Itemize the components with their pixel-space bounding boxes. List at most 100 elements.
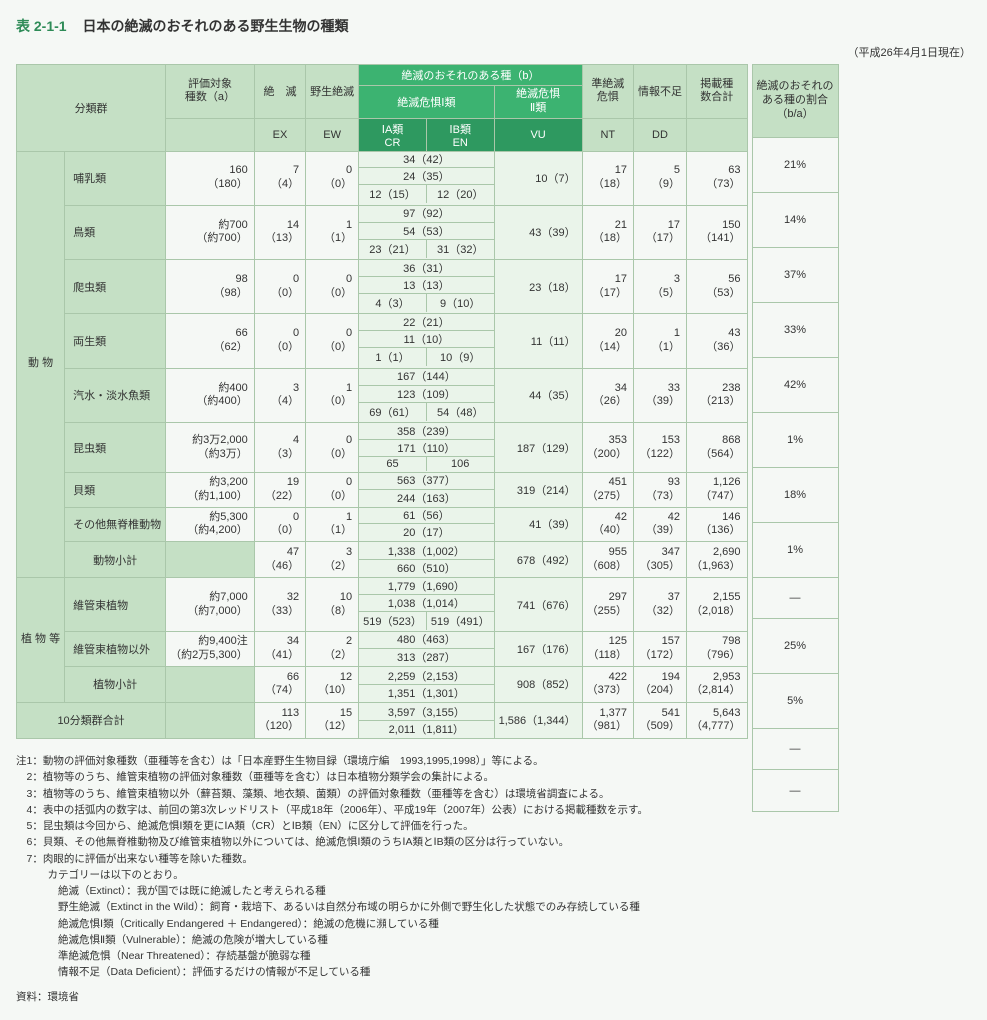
th-b-i: 絶滅危惧Ⅰ類	[359, 86, 494, 119]
th-ratio: 絶滅のおそれのある種の割合（b/a）	[752, 65, 838, 138]
ratio-cell: 5%	[752, 673, 838, 728]
th-dd: 情報不足	[634, 65, 687, 119]
ratio-cell: —	[752, 770, 838, 812]
en-val: 519（491）	[427, 611, 494, 630]
note-line: 絶滅危惧Ⅰ類（Critically Endangered ＋ Endangere…	[16, 916, 971, 932]
ex: 19 （22）	[254, 473, 305, 507]
th-cr-code: CR	[385, 137, 401, 149]
i-total: 11（10）	[359, 330, 493, 347]
row-name: 哺乳類	[65, 151, 166, 205]
table-row: 両生類66 （62）0 （0）0 （0）22（21）11（10）1（1）10（9…	[17, 314, 748, 368]
table-row: 動 物哺乳類160 （180）7 （4）0 （0）34（42）24（35）12（…	[17, 151, 748, 205]
note-line: 7：肉眼的に評価が出来ない種等を除いた種数。	[16, 851, 971, 867]
ex: 47 （46）	[254, 542, 305, 578]
nt: 17 （17）	[582, 260, 633, 314]
listed: 56 （53）	[687, 260, 748, 314]
en-val: 12（20）	[427, 184, 494, 203]
dd: 17 （17）	[634, 205, 687, 259]
note-line: 情報不足（Data Deficient）：評価するだけの情報が不足している種	[16, 964, 971, 980]
table-row: 維管束植物以外約9,400注 （約2万5,300）34 （41）2 （2）480…	[17, 632, 748, 666]
ratio-cell: —	[752, 577, 838, 618]
side-animals: 動 物	[17, 151, 65, 578]
note-line: 野生絶滅（Extinct in the Wild）：飼育・栽培下、あるいは自然分…	[16, 899, 971, 915]
b-total: 97（92）	[359, 207, 493, 221]
dd: 153 （122）	[634, 423, 687, 473]
en-val: 10（9）	[427, 347, 494, 366]
nt: 1,377 （981）	[582, 702, 633, 738]
th-ex: 絶 滅	[254, 65, 305, 119]
dd: 157 （172）	[634, 632, 687, 666]
en-val: 9（10）	[427, 293, 494, 312]
nt: 422 （373）	[582, 666, 633, 702]
ex: 0 （0）	[254, 260, 305, 314]
table-title-text: 日本の絶滅のおそれのある野生生物の種類	[82, 18, 348, 34]
listed: 43 （36）	[687, 314, 748, 368]
plant-subtotal-row: 植物小計 66 （74）12 （10） 2,259（2,153）1,351（1,…	[17, 666, 748, 702]
nt: 20 （14）	[582, 314, 633, 368]
th-nt-code: NT	[582, 118, 633, 151]
ex: 32 （33）	[254, 578, 305, 632]
en-val: 106	[427, 456, 494, 471]
vu-val: 319（214）	[494, 473, 582, 507]
ew: 0 （0）	[306, 260, 359, 314]
eval-a: 160 （180）	[166, 151, 255, 205]
i-total: 1,038（1,014）	[359, 594, 493, 611]
cr-val: 1（1）	[359, 347, 427, 366]
table-row: その他無脊椎動物約5,300 （約4,200）0 （0）1 （1）61（56）2…	[17, 507, 748, 541]
dd: 194 （204）	[634, 666, 687, 702]
ew: 15 （12）	[306, 702, 359, 738]
dd: 347 （305）	[634, 542, 687, 578]
cr-val: 519（523）	[359, 611, 427, 630]
main-table: 分類群 評価対象種数（a） 絶 滅 野生絶滅 絶滅のおそれのある種（b） 準絶滅…	[16, 64, 748, 739]
ew: 1 （1）	[306, 507, 359, 541]
row-name: 動物小計	[65, 542, 166, 578]
dd: 1 （1）	[634, 314, 687, 368]
dd: 93 （73）	[634, 473, 687, 507]
nt: 17 （18）	[582, 151, 633, 205]
row-name: 維管束植物以外	[65, 632, 166, 666]
ex: 0 （0）	[254, 314, 305, 368]
ratio-cell: 1%	[752, 522, 838, 577]
ratio-table: 絶滅のおそれのある種の割合（b/a） 21%14%37%33%42%1%18%1…	[752, 64, 839, 812]
vu-val: 10（7）	[494, 151, 582, 205]
vu-val: 741（676）	[494, 578, 582, 632]
listed: 146 （136）	[687, 507, 748, 541]
vu-val: 41（39）	[494, 507, 582, 541]
vu-val: 43（39）	[494, 205, 582, 259]
th-nt: 準絶滅危惧	[582, 65, 633, 119]
cr-val: 12（15）	[359, 184, 427, 203]
eval-a: 約5,300 （約4,200）	[166, 507, 255, 541]
b-total: 480（463）	[359, 633, 493, 647]
note-line: 絶滅危惧Ⅱ類（Vulnerable）：絶滅の危険が増大している種	[16, 932, 971, 948]
en-val: 31（32）	[427, 239, 494, 258]
table-row: 昆虫類約3万2,000 （約3万）4 （3）0 （0）358（239）171（1…	[17, 423, 748, 473]
cr-val: 23（21）	[359, 239, 427, 258]
row-name: 昆虫類	[65, 423, 166, 473]
row-name: その他無脊椎動物	[65, 507, 166, 541]
note-line: カテゴリーは以下のとおり。	[16, 867, 971, 883]
i-total: 244（163）	[359, 489, 493, 506]
table-row: 汽水・淡水魚類約400 （約400）3 （4）1 （0）167（144）123（…	[17, 368, 748, 422]
ratio-cell: 25%	[752, 618, 838, 673]
eval-a: 約7,000 （約7,000）	[166, 578, 255, 632]
eval-a: 約9,400注 （約2万5,300）	[166, 632, 255, 666]
table-row: 植 物 等維管束植物約7,000 （約7,000）32 （33）10 （8）1,…	[17, 578, 748, 632]
row-name: 両生類	[65, 314, 166, 368]
th-b-ii: 絶滅危惧Ⅱ類	[494, 86, 582, 119]
ew: 12 （10）	[306, 666, 359, 702]
i-total: 24（35）	[359, 167, 493, 184]
animal-subtotal-row: 動物小計 47 （46）3 （2） 1,338（1,002）660（510） 6…	[17, 542, 748, 578]
b-total: 36（31）	[359, 262, 493, 276]
row-name: 鳥類	[65, 205, 166, 259]
cr-val: 69（61）	[359, 402, 427, 421]
th-en-h: ⅠB類	[449, 124, 471, 136]
table-title: 表 2-1-1 日本の絶滅のおそれのある野生生物の種類	[16, 16, 971, 36]
b-total: 563（377）	[359, 474, 493, 488]
ew: 2 （2）	[306, 632, 359, 666]
th-eval-a: 評価対象種数（a）	[166, 65, 255, 119]
en-val: 54（48）	[427, 402, 494, 421]
nt: 297 （255）	[582, 578, 633, 632]
nt: 353 （200）	[582, 423, 633, 473]
nt: 34 （26）	[582, 368, 633, 422]
th-listed: 掲載種数合計	[687, 65, 748, 119]
